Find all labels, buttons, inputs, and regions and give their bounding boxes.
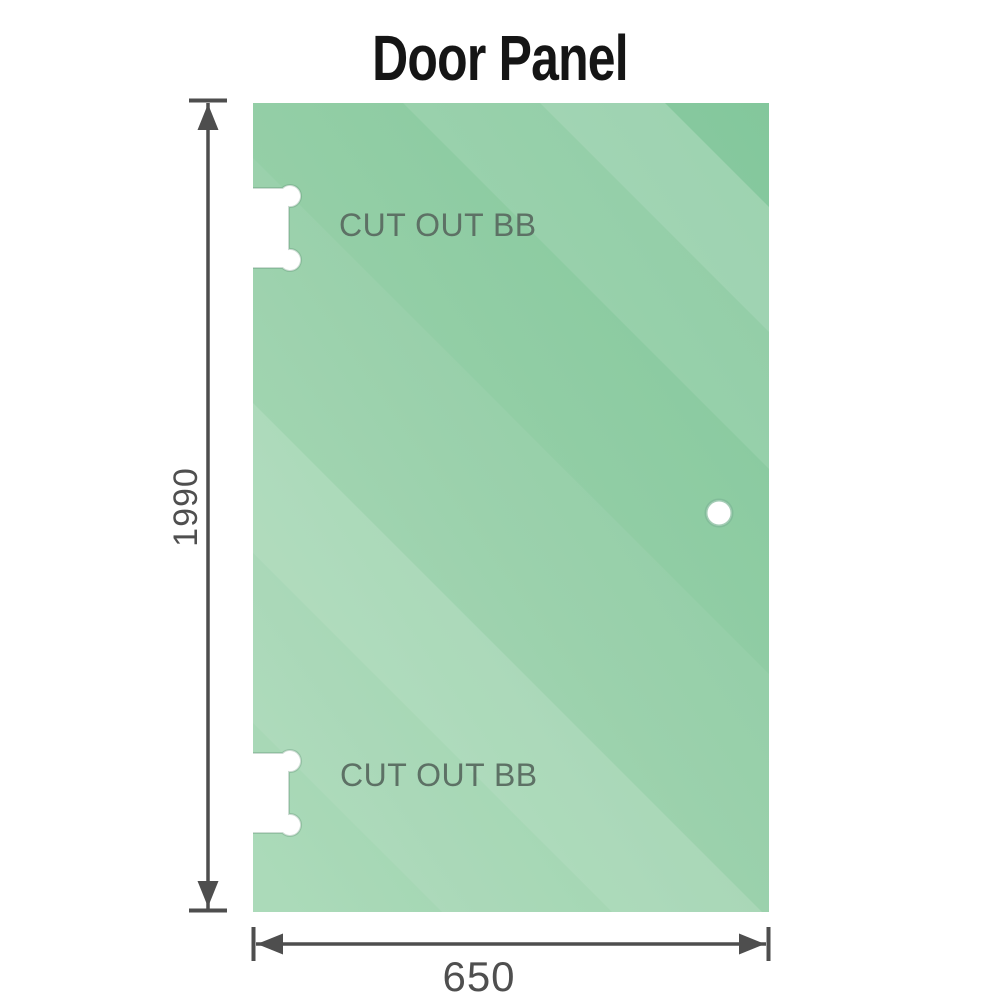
reflection-streak bbox=[253, 158, 769, 912]
reflection-streak bbox=[403, 103, 769, 469]
arrow-up-icon bbox=[197, 104, 219, 130]
reflection-streak bbox=[540, 103, 769, 332]
glass-panel bbox=[253, 103, 769, 912]
height-dimension-label: 1990 bbox=[167, 467, 205, 547]
arrow-left-icon bbox=[257, 933, 283, 955]
hinge-cutout-top bbox=[253, 184, 302, 272]
width-dimension-label: 650 bbox=[442, 953, 516, 1000]
diagram-title: Door Panel bbox=[372, 22, 628, 94]
cutout-label-top: CUT OUT BB bbox=[339, 207, 537, 243]
reflection-streak bbox=[253, 403, 762, 912]
glass-reflection-streaks bbox=[253, 103, 769, 912]
arrow-down-icon bbox=[197, 881, 219, 907]
arrow-right-icon bbox=[739, 933, 765, 955]
hinge-cutout-bottom bbox=[253, 749, 302, 837]
cutout-label-bottom: CUT OUT BB bbox=[340, 757, 538, 793]
handle-hole bbox=[704, 498, 734, 528]
glass-body bbox=[253, 103, 769, 912]
reflection-streak bbox=[253, 553, 612, 912]
